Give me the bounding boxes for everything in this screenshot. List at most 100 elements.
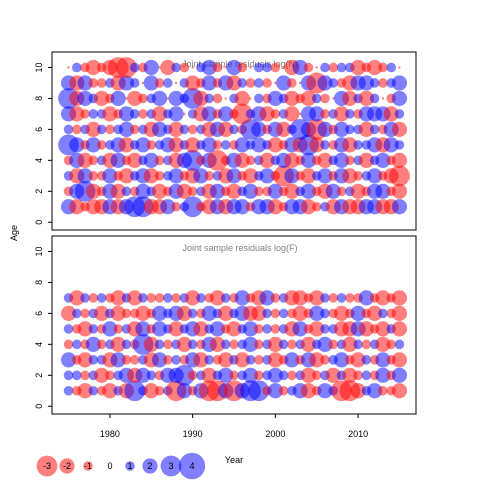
residual-bubble: [391, 321, 408, 337]
residual-bubble: [110, 336, 126, 352]
residual-bubble: [135, 183, 151, 199]
residual-bubble: [116, 57, 137, 78]
residual-bubble: [391, 290, 408, 306]
residual-bubble: [353, 370, 363, 381]
residual-bubble: [262, 324, 272, 334]
residual-bubble: [173, 364, 195, 386]
residual-bubble: [171, 293, 181, 303]
residual-bubble: [320, 308, 330, 319]
residual-bubble: [209, 321, 226, 337]
residual-bubble: [320, 355, 330, 365]
residual-bubble: [209, 290, 226, 306]
y-tick-label: 6: [34, 311, 44, 316]
residual-bubble: [163, 78, 173, 88]
residual-bubble: [187, 339, 198, 350]
residual-bubble: [129, 62, 140, 73]
y-tick-label: 4: [34, 342, 44, 347]
residual-bubble: [220, 140, 231, 150]
residual-bubble: [242, 367, 259, 383]
residual-bubble: [163, 339, 173, 350]
residual-bubble: [251, 137, 267, 153]
residual-bubble: [292, 305, 308, 321]
residual-bubble: [270, 293, 281, 303]
residual-bubble: [358, 321, 374, 337]
residual-bubble: [80, 308, 90, 319]
residual-bubble: [85, 183, 101, 199]
residual-bubble: [129, 78, 140, 88]
residual-bubble: [201, 106, 217, 122]
residual-bubble: [278, 385, 289, 396]
residual-bubble: [361, 370, 372, 381]
residual-bubble: [381, 97, 385, 100]
residual-bubble: [270, 308, 281, 319]
residual-bubble: [342, 90, 358, 107]
residual-bubble: [121, 308, 132, 319]
residual-bubble: [254, 62, 264, 73]
residual-bubble: [361, 339, 372, 350]
residual-bubble: [94, 367, 110, 383]
residual-bubble: [127, 90, 143, 107]
residual-bubble: [394, 109, 405, 119]
residual-bubble: [135, 137, 151, 153]
residual-bubble: [212, 140, 223, 150]
residual-bubble: [259, 290, 275, 306]
residual-bubble: [332, 97, 335, 100]
residual-bubble: [278, 308, 289, 319]
residual-bubble: [270, 109, 281, 119]
residual-bubble: [254, 324, 264, 334]
residual-bubble: [168, 168, 184, 184]
residual-bubble: [311, 370, 322, 381]
residual-bubble: [182, 149, 204, 171]
residual-bubble: [342, 168, 358, 184]
residual-bubble: [135, 321, 151, 337]
residual-bubble: [96, 78, 107, 88]
residual-bubble: [254, 93, 264, 104]
y-tick-label: 0: [34, 220, 44, 225]
residual-bubble: [229, 124, 239, 135]
residual-bubble: [110, 290, 126, 306]
residual-bubble: [110, 90, 126, 107]
residual-bubble: [187, 370, 198, 381]
residual-bubble: [391, 352, 408, 368]
residual-bubble: [141, 81, 145, 85]
panel-top-y-axis: 0 2 4 6 8 10: [34, 62, 52, 225]
residual-bubble: [300, 152, 317, 168]
x-axis-title: Year: [225, 455, 243, 465]
residual-bubble: [242, 321, 259, 337]
residual-bubble: [187, 124, 198, 135]
residual-bubble: [135, 305, 151, 321]
residual-bubble: [176, 383, 192, 399]
residual-bubble: [118, 106, 135, 122]
residual-bubble: [350, 305, 366, 321]
residual-bubble: [88, 355, 99, 365]
residual-bubble: [88, 385, 99, 396]
residual-bubble: [320, 93, 330, 104]
residual-bubble: [267, 137, 283, 153]
residual-bubble: [350, 183, 366, 199]
residual-bubble: [317, 168, 333, 184]
residual-bubble: [129, 109, 140, 119]
residual-bubble: [342, 336, 358, 352]
residual-bubble: [154, 385, 165, 396]
residual-bubble: [309, 321, 325, 337]
residual-bubble: [209, 183, 226, 199]
residual-bubble: [267, 383, 283, 399]
residual-bubble: [234, 290, 250, 306]
residual-bubble: [151, 183, 168, 199]
residual-bubble: [220, 293, 231, 303]
residual-bubble: [77, 152, 93, 168]
residual-bubble: [328, 62, 339, 73]
residual-bubble: [80, 293, 90, 303]
residual-bubble: [201, 75, 217, 91]
residual-bubble: [300, 336, 317, 352]
residual-bubble: [72, 339, 82, 350]
residual-bubble: [118, 168, 135, 184]
residual-bubble: [267, 199, 283, 215]
residual-bubble: [118, 75, 135, 91]
residual-bubble: [127, 152, 143, 168]
residual-bubble: [300, 199, 317, 215]
residual-bubble: [309, 305, 325, 321]
residual-bubble: [85, 59, 101, 76]
residual-bubble: [63, 385, 74, 396]
residual-bubble: [124, 380, 146, 402]
